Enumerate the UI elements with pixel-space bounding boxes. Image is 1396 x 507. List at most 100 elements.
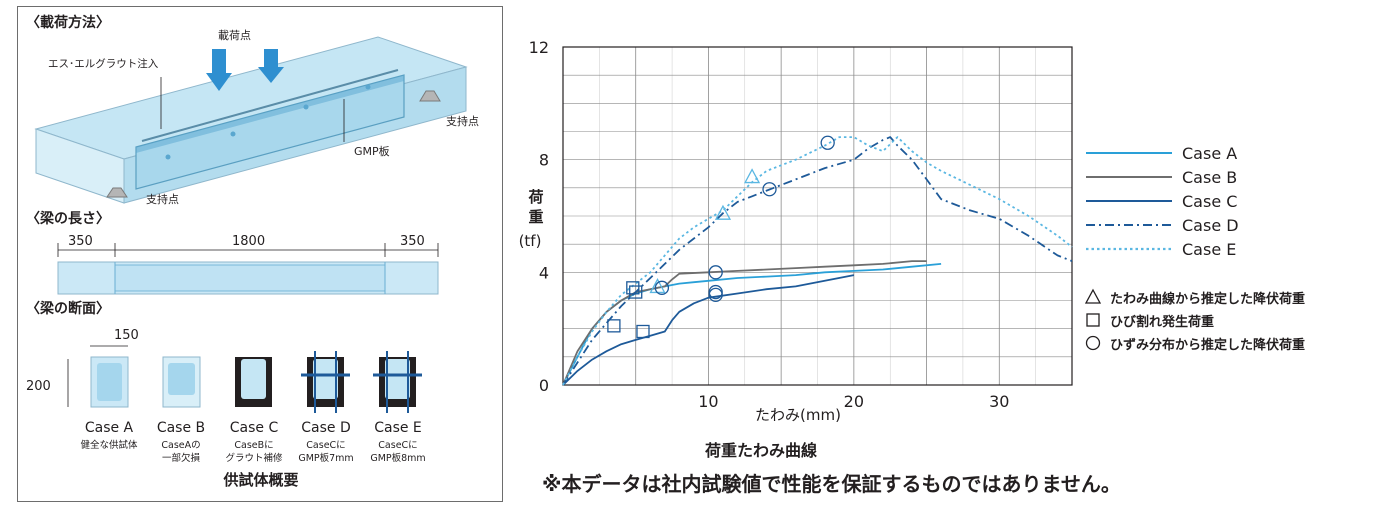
section-case-a [90, 356, 129, 408]
overview-caption: 供試体概要 [222, 471, 298, 489]
y-tick-label: 0 [539, 376, 549, 395]
svg-text:Case D: Case D [301, 420, 351, 436]
svg-text:Case A: Case A [85, 420, 134, 436]
x-axis-label: たわみ(mm) [755, 406, 841, 424]
marker-square [626, 281, 640, 295]
chart-legend: Case A Case B Case C Case D Case E たわみ曲線… [1084, 142, 1384, 354]
marker-triangle [743, 168, 761, 184]
specimen-overview-drawing: 〈載荷方法〉 [26, 14, 479, 489]
support-left-shape [106, 187, 128, 198]
circle-icon [1085, 335, 1101, 351]
legend-marker-circle-label: ひずみ分布から推定した降伏荷重 [1110, 337, 1306, 353]
section-case-e [373, 351, 422, 413]
section-case-d [301, 351, 350, 413]
svg-text:CaseCに: CaseCに [306, 440, 345, 451]
triangle-icon [1084, 288, 1102, 304]
y-tick-label: 12 [529, 38, 549, 57]
dim-height-200: 200 [26, 379, 51, 394]
legend-label-case-b: Case B [1182, 167, 1238, 187]
svg-text:Case E: Case E [374, 420, 422, 436]
legend-label-case-a: Case A [1182, 143, 1238, 163]
svg-text:CaseCに: CaseCに [378, 440, 417, 451]
support-right-shape [419, 90, 441, 102]
case-label-a: Case A 健全な供試体 [80, 420, 138, 451]
gmp-plate-shape [135, 74, 405, 190]
load-arrow-2 [258, 49, 284, 83]
x-tick-label: 20 [844, 392, 864, 411]
y-axis-unit: (tf) [519, 232, 542, 250]
marker-circle [708, 287, 723, 303]
legend-swatch-case-d [1086, 224, 1172, 226]
section-beam-length: 〈梁の長さ〉 [26, 210, 110, 227]
marker-circle [708, 265, 723, 280]
legend-swatch-case-e [1086, 247, 1172, 251]
section-case-b [162, 356, 201, 408]
y-axis-label-2: 重 [528, 208, 543, 226]
legend-marker-square-label: ひび割れ発生荷重 [1110, 314, 1215, 330]
label-loading-points: 載荷点 [218, 29, 251, 42]
legend-label-case-d: Case D [1182, 215, 1239, 235]
legend-swatch-case-b [1086, 176, 1172, 178]
disclaimer-note: ※本データは社内試験値で性能を保証するものではありません。 [542, 472, 1121, 496]
legend-marker-circle: ひずみ分布から推定した降伏荷重 [1084, 332, 1305, 354]
x-tick-label: 10 [698, 392, 718, 411]
legend-item-case-d: Case D [1084, 214, 1239, 236]
svg-text:Case B: Case B [157, 420, 205, 436]
beam-length-drawing [57, 243, 439, 295]
legend-swatch-case-c [1086, 200, 1172, 202]
svg-text:健全な供試体: 健全な供試体 [80, 439, 138, 451]
svg-text:グラウト補修: グラウト補修 [225, 452, 283, 464]
dim-left-350: 350 [68, 234, 93, 249]
svg-text:Case C: Case C [230, 420, 279, 436]
marker-circle [762, 182, 777, 197]
legend-marker-triangle-label: たわみ曲線から推定した降伏荷重 [1110, 291, 1306, 307]
label-support-left: 支持点 [146, 192, 179, 206]
series-line-case-b [562, 260, 927, 386]
legend-marker-square: ひび割れ発生荷重 [1084, 309, 1214, 331]
svg-text:CaseBに: CaseBに [234, 440, 273, 451]
marker-triangle [714, 204, 732, 220]
load-arrow-1 [206, 49, 232, 91]
label-support-right: 支持点 [446, 114, 479, 128]
legend-swatch-case-a [1086, 152, 1172, 154]
beam-3d-illustration [34, 36, 468, 204]
y-axis-label-1: 荷 [528, 188, 543, 206]
section-loading-method: 〈載荷方法〉 [26, 14, 110, 31]
label-gmp-plate: GMP板 [354, 144, 390, 158]
y-tick-label: 4 [539, 263, 549, 282]
marker-square [636, 324, 650, 339]
legend-item-case-c: Case C [1084, 190, 1237, 212]
series-line-case-c [562, 274, 855, 386]
grout-groove [141, 69, 399, 142]
legend-label-case-c: Case C [1182, 191, 1238, 211]
svg-text:一部欠損: 一部欠損 [162, 452, 201, 464]
marker-square [607, 319, 621, 333]
marker-circle [820, 135, 835, 150]
chart-grid [563, 47, 1072, 385]
svg-text:CaseAの: CaseAの [161, 440, 200, 451]
legend-item-case-b: Case B [1084, 166, 1237, 188]
chart-axes: 0 4 8 12 10 20 30 [529, 38, 1073, 411]
marker-square [629, 285, 643, 299]
specimen-overview-panel: 〈載荷方法〉 [17, 6, 503, 502]
svg-text:GMP板8mm: GMP板8mm [370, 452, 425, 464]
dim-right-350: 350 [400, 234, 425, 249]
section-case-c [235, 357, 272, 407]
case-label-b: Case B CaseAの 一部欠損 [157, 420, 205, 464]
case-label-c: Case C CaseBに グラウト補修 [225, 420, 283, 464]
label-grout-injection: エス･エルグラウト注入 [48, 57, 159, 70]
dim-center-1800: 1800 [232, 234, 265, 249]
legend-item-case-a: Case A [1084, 142, 1237, 164]
legend-item-case-e: Case E [1084, 238, 1236, 260]
y-tick-label: 8 [539, 151, 549, 170]
plot-frame [562, 46, 1073, 386]
section-cross-section: 〈梁の断面〉 [26, 300, 110, 317]
square-icon [1086, 313, 1100, 327]
case-label-d: Case D CaseCに GMP板7mm [298, 420, 353, 464]
marker-circle [654, 280, 670, 295]
chart-caption: 荷重たわみ曲線 [705, 441, 818, 460]
legend-marker-triangle: たわみ曲線から推定した降伏荷重 [1084, 286, 1305, 308]
x-tick-label: 30 [989, 392, 1009, 411]
svg-text:GMP板7mm: GMP板7mm [298, 452, 353, 464]
